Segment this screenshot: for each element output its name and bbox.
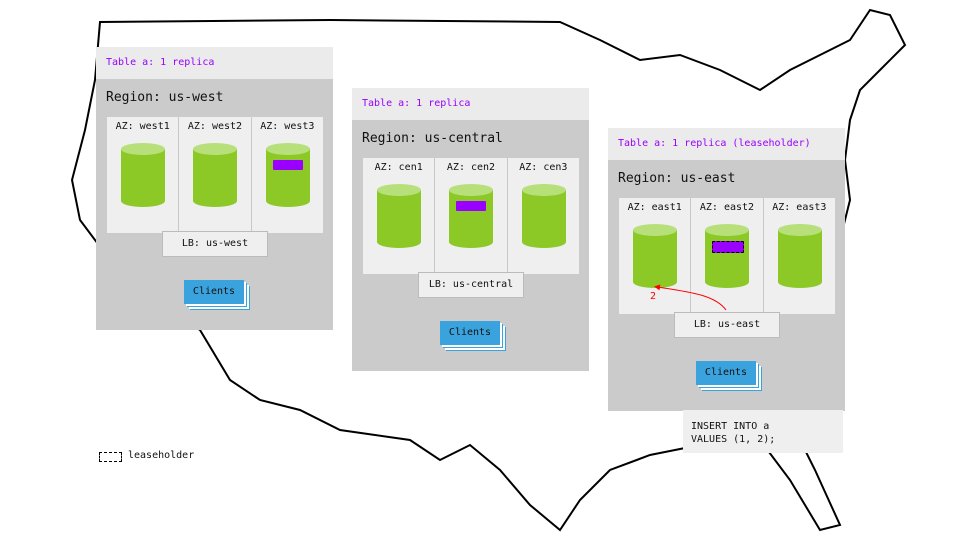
availability-zone: AZ: west2 (179, 117, 252, 233)
replica (456, 201, 487, 211)
database-node-icon (265, 143, 310, 207)
az-label: AZ: cen1 (374, 162, 423, 173)
database-node-icon (521, 184, 566, 248)
database-node-icon (777, 224, 822, 288)
az-group: AZ: west1 AZ: west2 AZ: west3 (107, 117, 323, 233)
sql-statement: INSERT INTO a VALUES (1, 2); (683, 410, 843, 453)
az-label: AZ: cen2 (446, 162, 496, 173)
leaseholder-legend-label: leaseholder (128, 450, 195, 461)
clients-button[interactable]: Clients (696, 361, 756, 385)
az-group: AZ: east1 AZ: east2 AZ: east3 (619, 198, 835, 314)
database-node-icon (193, 143, 238, 207)
replica (272, 160, 303, 170)
region-title: Region: us-west (106, 90, 224, 105)
region-panel: Table a: 1 replica Region: us-central AZ… (352, 88, 589, 371)
az-label: AZ: west2 (187, 121, 243, 132)
region-box: Region: us-west AZ: west1 AZ: west2 AZ: … (96, 79, 333, 330)
availability-zone: AZ: west1 (107, 117, 180, 233)
leaseholder-legend-swatch (99, 452, 122, 462)
az-label: AZ: east2 (699, 202, 755, 213)
az-label: AZ: east1 (627, 202, 682, 213)
az-label: AZ: west3 (260, 121, 315, 132)
arrow-label: 2 (650, 291, 657, 302)
availability-zone: AZ: west3 (252, 117, 323, 233)
region-panel: Table a: 1 replica Region: us-west AZ: w… (96, 47, 333, 330)
region-panel: Table a: 1 replica (leaseholder) Region:… (608, 128, 845, 411)
database-node-icon (705, 224, 750, 288)
region-title: Region: us-east (618, 171, 736, 186)
load-balancer: LB: us-west (162, 231, 268, 257)
database-node-icon (449, 184, 494, 248)
database-node-icon (377, 184, 421, 248)
clients-button[interactable]: Clients (440, 321, 500, 345)
region-title: Region: us-central (362, 131, 503, 146)
load-balancer: LB: us-east (674, 312, 780, 338)
clients-button[interactable]: Clients (184, 280, 244, 304)
availability-zone: AZ: east2 (691, 198, 764, 314)
availability-zone: AZ: east3 (764, 198, 835, 314)
availability-zone: AZ: cen1 (363, 158, 436, 274)
leaseholder-replica (712, 241, 745, 253)
az-label: AZ: east3 (772, 202, 827, 213)
availability-zone: AZ: east1 (619, 198, 692, 314)
availability-zone: AZ: cen3 (508, 158, 579, 274)
database-node-icon (121, 143, 165, 207)
table-replica-header: Table a: 1 replica (96, 47, 333, 79)
az-label: AZ: west1 (115, 121, 170, 132)
region-box: Region: us-east AZ: east1 AZ: east2 AZ: … (608, 160, 845, 411)
az-label: AZ: cen3 (519, 162, 568, 173)
availability-zone: AZ: cen2 (435, 158, 508, 274)
table-replica-header: Table a: 1 replica (352, 88, 589, 120)
table-replica-header: Table a: 1 replica (leaseholder) (608, 128, 845, 160)
region-box: Region: us-central AZ: cen1 AZ: cen2 AZ:… (352, 120, 589, 371)
load-balancer: LB: us-central (418, 272, 524, 298)
database-node-icon (633, 224, 677, 288)
az-group: AZ: cen1 AZ: cen2 AZ: cen3 (363, 158, 579, 274)
